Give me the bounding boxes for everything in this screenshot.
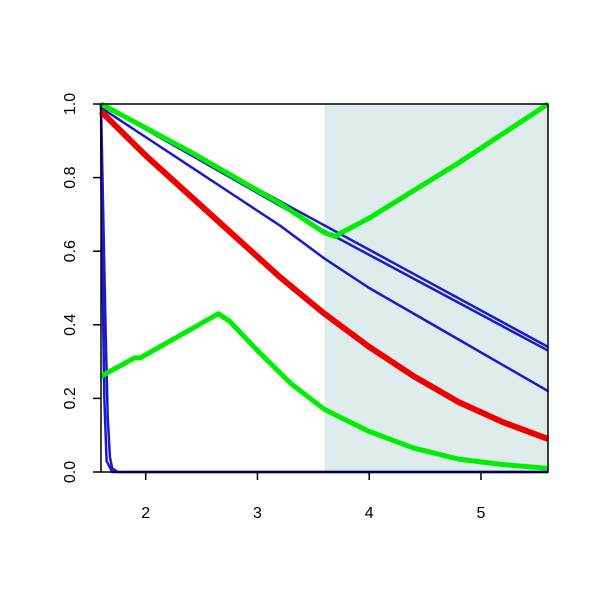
y-tick-label: 0.4 — [62, 314, 79, 336]
y-tick-label: 0.0 — [62, 461, 79, 483]
x-tick-label: 2 — [141, 505, 150, 522]
x-tick-label: 4 — [365, 505, 374, 522]
y-tick-label: 0.2 — [62, 387, 79, 409]
line — [99, 101, 550, 239]
line — [99, 311, 549, 471]
y-tick-label: 0.6 — [62, 240, 79, 262]
y-tick-label: 0.8 — [62, 166, 79, 188]
line — [98, 109, 550, 442]
y-tick-label: 1.0 — [62, 93, 79, 115]
shaded-region — [324, 104, 548, 472]
plot-frame — [100, 103, 549, 473]
line — [100, 106, 549, 393]
x-tick-label: 5 — [476, 505, 485, 522]
x-tick-label: 3 — [253, 505, 262, 522]
